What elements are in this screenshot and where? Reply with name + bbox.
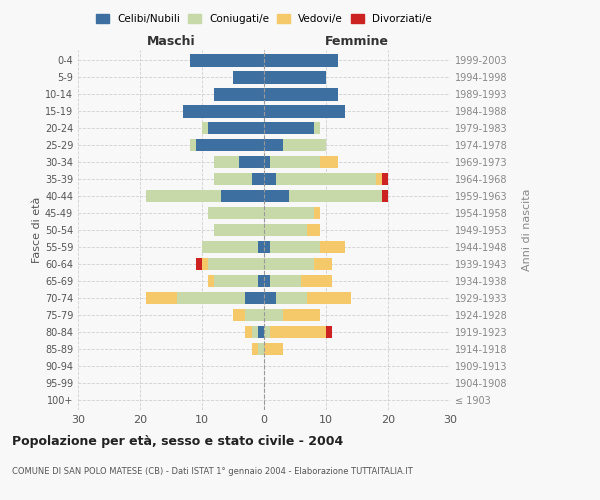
Bar — [264, 190, 289, 202]
Bar — [264, 206, 314, 220]
Bar — [251, 342, 258, 355]
Bar — [214, 224, 264, 236]
Bar — [264, 258, 314, 270]
Bar — [264, 240, 270, 254]
Bar — [233, 308, 245, 322]
Bar — [264, 54, 338, 66]
Bar — [264, 156, 270, 168]
Bar — [208, 258, 264, 270]
Bar — [277, 172, 376, 186]
Bar — [283, 138, 326, 151]
Bar — [202, 240, 258, 254]
Bar — [146, 190, 221, 202]
Bar — [326, 326, 332, 338]
Bar — [245, 308, 264, 322]
Bar — [264, 122, 314, 134]
Text: COMUNE DI SAN POLO MATESE (CB) - Dati ISTAT 1° gennaio 2004 - Elaborazione TUTTA: COMUNE DI SAN POLO MATESE (CB) - Dati IS… — [12, 468, 413, 476]
Bar — [277, 292, 307, 304]
Bar — [376, 172, 382, 186]
Bar — [214, 156, 239, 168]
Bar — [264, 308, 283, 322]
Text: Femmine: Femmine — [325, 36, 389, 49]
Bar — [314, 122, 320, 134]
Bar — [233, 71, 264, 84]
Bar — [190, 54, 264, 66]
Bar — [289, 190, 382, 202]
Bar — [208, 122, 264, 134]
Bar — [208, 274, 214, 287]
Bar — [314, 206, 320, 220]
Bar — [264, 138, 283, 151]
Text: Popolazione per età, sesso e stato civile - 2004: Popolazione per età, sesso e stato civil… — [12, 435, 343, 448]
Bar — [190, 138, 196, 151]
Bar — [270, 326, 326, 338]
Legend: Celibi/Nubili, Coniugati/e, Vedovi/e, Divorziati/e: Celibi/Nubili, Coniugati/e, Vedovi/e, Di… — [92, 10, 436, 29]
Bar — [214, 88, 264, 101]
Bar — [264, 326, 270, 338]
Bar — [214, 172, 251, 186]
Bar — [202, 258, 208, 270]
Bar — [382, 190, 388, 202]
Bar — [314, 258, 332, 270]
Bar — [264, 172, 277, 186]
Bar — [258, 240, 264, 254]
Bar — [214, 274, 258, 287]
Bar — [301, 274, 332, 287]
Bar — [320, 240, 344, 254]
Bar — [258, 342, 264, 355]
Bar — [258, 274, 264, 287]
Bar — [177, 292, 245, 304]
Text: Maschi: Maschi — [146, 36, 196, 49]
Bar — [196, 138, 264, 151]
Bar — [270, 240, 320, 254]
Bar — [264, 105, 344, 118]
Bar — [270, 156, 320, 168]
Bar — [307, 292, 351, 304]
Bar — [251, 326, 258, 338]
Bar — [208, 206, 264, 220]
Bar — [221, 190, 264, 202]
Bar — [270, 274, 301, 287]
Y-axis label: Anni di nascita: Anni di nascita — [521, 188, 532, 271]
Y-axis label: Fasce di età: Fasce di età — [32, 197, 42, 263]
Bar — [202, 122, 208, 134]
Bar — [264, 274, 270, 287]
Bar — [320, 156, 338, 168]
Bar — [264, 88, 338, 101]
Bar — [283, 308, 320, 322]
Bar — [251, 172, 264, 186]
Bar — [184, 105, 264, 118]
Bar — [264, 342, 283, 355]
Bar — [264, 71, 326, 84]
Bar — [146, 292, 177, 304]
Bar — [196, 258, 202, 270]
Bar — [239, 156, 264, 168]
Bar — [307, 224, 320, 236]
Bar — [264, 224, 307, 236]
Bar — [245, 326, 251, 338]
Bar — [264, 292, 277, 304]
Bar — [245, 292, 264, 304]
Bar — [382, 172, 388, 186]
Bar — [258, 326, 264, 338]
